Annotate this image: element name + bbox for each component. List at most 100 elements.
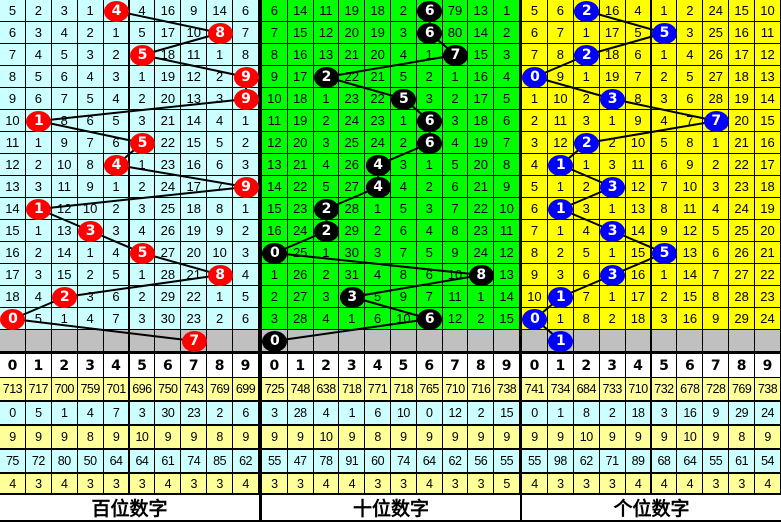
miss-count-cell: 14 [181,110,208,132]
miss-count-cell: 15 [494,308,520,330]
stat-cell: 72 [25,450,52,473]
stat-cell: 738 [494,378,520,401]
miss-count-cell: 23 [468,220,495,242]
miss-count-cell: 18 [155,44,182,66]
miss-count-cell: 4 [77,308,104,330]
miss-count-cell: 2 [494,22,520,44]
miss-count-cell: 11 [625,154,652,176]
miss-count-cell: 11 [313,0,340,22]
stat-cell: 24 [755,402,781,425]
miss-count-cell: 11 [494,220,520,242]
stat-cell: 3 [599,474,626,494]
current-row-cell [677,330,704,352]
miss-count-cell: 8 [442,220,469,242]
miss-count-cell: 24 [468,242,495,264]
stat-cell: 638 [313,378,340,401]
miss-count-cell: 27 [339,176,366,198]
miss-count-cell: 18 [365,0,391,22]
miss-count-cell: 5 [365,286,391,308]
miss-count-cell: 17 [755,154,781,176]
draw-ball: 0 [522,66,548,88]
miss-count-cell: 13 [51,220,78,242]
stat-cell: 10 [129,426,156,449]
miss-count-cell: 8 [625,88,652,110]
miss-count-cell: 20 [755,220,781,242]
digit-header: 9 [755,354,781,377]
miss-count-cell: 4 [103,242,130,264]
miss-count-cell: 28 [703,88,730,110]
miss-count-cell: 1 [77,242,104,264]
miss-count-cell: 2 [129,286,156,308]
stat-cell: 78 [313,450,340,473]
miss-count-cell: 6 [416,264,443,286]
stat-cell: 2 [599,402,626,425]
stat-cell: 1 [547,402,574,425]
miss-count-cell: 13 [755,66,781,88]
stat-cell: 2 [468,402,495,425]
stat-cell: 12 [442,402,469,425]
miss-count-cell: 9 [494,176,520,198]
miss-count-cell: 3 [129,308,156,330]
current-row-cell [651,330,678,352]
miss-count-cell: 23 [339,88,366,110]
draw-ball: 2 [314,198,339,220]
miss-count-cell: 15 [625,242,652,264]
digit-header: 3 [339,354,366,377]
miss-count-cell: 7 [625,66,652,88]
stat-cell: 732 [651,378,678,401]
digit-header: 4 [103,354,130,377]
stat-cell: 5 [494,474,520,494]
current-row-cell [625,330,652,352]
miss-count-cell: 2 [651,66,678,88]
digit-header: 7 [442,354,469,377]
miss-count-cell: 11 [755,22,781,44]
miss-count-cell: 19 [155,66,182,88]
draw-ball: 3 [78,220,104,242]
draw-ball: 2 [314,66,339,88]
current-row-cell [599,330,626,352]
stat-cell: 9 [233,426,259,449]
digit-header: 2 [573,354,600,377]
stat-cell: 18 [625,402,652,425]
miss-count-cell: 17 [0,264,26,286]
stat-cell: 89 [625,450,652,473]
miss-count-cell: 5 [494,88,520,110]
miss-count-cell: 4 [25,286,52,308]
miss-count-cell: 11 [51,176,78,198]
digit-header: 6 [155,354,182,377]
stat-cell: 85 [207,450,234,473]
digit-header: 0 [522,354,548,377]
draw-ball: 8 [207,264,233,286]
current-row-cell [287,330,314,352]
miss-count-cell: 10 [262,88,288,110]
stat-cell: 3 [468,474,495,494]
miss-count-cell: 26 [729,242,756,264]
digit-header: 8 [207,354,234,377]
current-row-cell [51,330,78,352]
draw-ball: 2 [574,132,600,154]
miss-count-cell: 3 [233,154,259,176]
stat-cell: 748 [287,378,314,401]
miss-count-cell: 1 [77,0,104,22]
miss-count-cell: 5 [103,264,130,286]
current-row-cell [416,330,443,352]
miss-count-cell: 2 [313,110,340,132]
draw-ball: 2 [574,0,600,22]
miss-count-cell: 3 [573,110,600,132]
stat-cell: 54 [755,450,781,473]
miss-count-cell: 16 [0,242,26,264]
stat-cell: 3 [287,474,314,494]
miss-count-cell: 4 [522,154,548,176]
miss-count-cell: 20 [729,110,756,132]
stat-cell: 9 [391,426,417,449]
miss-count-cell: 23 [365,110,391,132]
stat-cell: 701 [103,378,130,401]
miss-count-cell: 22 [468,198,495,220]
miss-count-cell: 1 [25,132,52,154]
miss-count-cell: 1 [573,22,600,44]
stat-cell: 6 [365,402,391,425]
miss-count-cell: 5 [703,220,730,242]
miss-count-cell: 4 [677,44,704,66]
stat-cell: 750 [155,378,182,401]
stat-cell: 9 [25,426,52,449]
